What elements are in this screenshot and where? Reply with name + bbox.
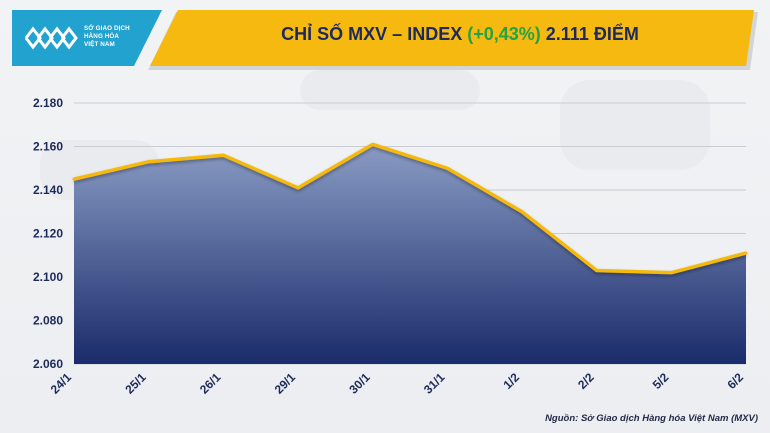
y-tick-label: 2.180 <box>33 96 63 110</box>
data-point <box>72 177 76 181</box>
y-tick-label: 2.100 <box>33 270 63 284</box>
title-prefix: CHỈ SỐ MXV – INDEX <box>281 24 468 44</box>
y-tick-label: 2.080 <box>33 314 63 328</box>
logo-line: SỞ GIAO DỊCH <box>84 25 130 32</box>
background-map-shape <box>560 80 710 170</box>
header-band <box>150 10 754 66</box>
area-series <box>72 142 748 364</box>
x-tick-label: 25/1 <box>122 370 149 397</box>
logo-line: HÀNG HÓA <box>84 33 120 40</box>
series-line <box>73 142 747 275</box>
title-change-percent: (+0,43%) <box>467 24 541 44</box>
logo-text: SỞ GIAO DỊCH HÀNG HÓA VIỆT NAM <box>84 25 154 49</box>
x-tick-label: 2/2 <box>575 370 597 392</box>
data-point <box>744 251 748 255</box>
data-point <box>296 186 300 190</box>
x-axis-tick-labels: 24/1 25/1 26/1 29/1 30/1 31/1 1/2 2/2 5/2 6/2 <box>48 370 747 397</box>
logo-line: VIỆT NAM <box>84 41 115 48</box>
data-point <box>371 142 375 146</box>
y-tick-label: 2.160 <box>33 140 63 154</box>
x-tick-label: 30/1 <box>346 370 373 397</box>
y-tick-label: 2.060 <box>33 357 63 371</box>
logo-panel <box>12 10 162 66</box>
data-point <box>147 160 151 164</box>
source-note: Nguồn: Sở Giao dịch Hàng hóa Việt Nam (M… <box>545 413 758 424</box>
data-point <box>669 271 673 275</box>
y-axis-tick-labels: 2.060 2.080 2.100 2.120 2.140 2.160 2.180 <box>33 96 63 371</box>
x-tick-label: 26/1 <box>197 370 224 397</box>
x-tick-label: 31/1 <box>421 370 448 397</box>
x-tick-label: 6/2 <box>724 370 746 392</box>
data-point <box>520 210 524 214</box>
area-fill <box>74 144 746 364</box>
x-tick-label: 29/1 <box>272 370 299 397</box>
x-tick-label: 5/2 <box>650 370 672 392</box>
x-tick-label: 24/1 <box>48 370 75 397</box>
y-tick-label: 2.120 <box>33 227 63 241</box>
mxv-logo-icon <box>24 26 78 50</box>
title-suffix: 2.111 ĐIỂM <box>540 24 639 44</box>
data-point <box>221 153 225 157</box>
x-tick-label: 1/2 <box>500 370 522 392</box>
data-point <box>445 166 449 170</box>
data-point <box>595 268 599 272</box>
y-tick-label: 2.140 <box>33 183 63 197</box>
chart-title: CHỈ SỐ MXV – INDEX (+0,43%) 2.111 ĐIỂM <box>180 24 740 45</box>
